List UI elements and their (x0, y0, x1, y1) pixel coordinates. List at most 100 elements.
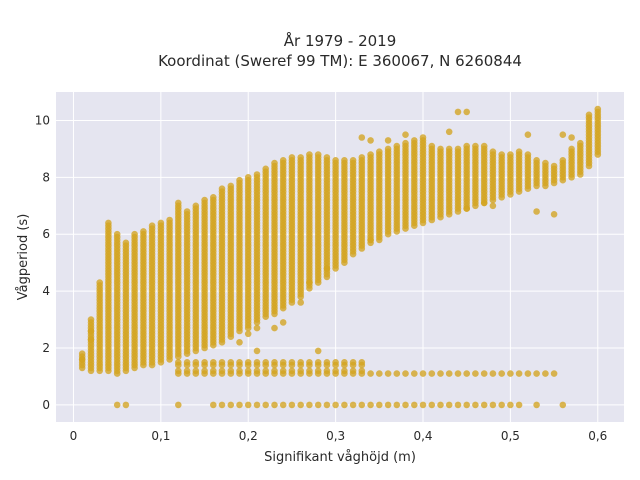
data-point (332, 401, 339, 409)
data-point (332, 361, 339, 369)
data-point (271, 367, 278, 375)
x-tick-label: 0 (70, 429, 78, 443)
data-point (472, 370, 479, 377)
data-point (384, 401, 392, 409)
y-axis-ticks: 0 2 4 6 8 10 (35, 113, 50, 411)
data-point (515, 401, 523, 409)
x-axis-label: Signifikant våghöjd (m) (264, 450, 416, 465)
data-point (533, 401, 540, 409)
data-point (122, 401, 130, 409)
data-point (480, 142, 488, 150)
data-point (87, 336, 95, 343)
data-point (78, 350, 86, 358)
data-point (559, 131, 567, 138)
data-point (175, 361, 182, 369)
data-point (131, 230, 138, 238)
data-point (210, 367, 217, 375)
data-point (271, 159, 278, 167)
data-point (358, 401, 366, 409)
data-point (402, 139, 409, 147)
data-point (279, 367, 287, 375)
data-point (253, 361, 261, 369)
data-point (489, 202, 497, 210)
data-point (577, 139, 584, 147)
data-point (428, 401, 436, 409)
x-tick-label: 0,5 (501, 429, 520, 443)
data-point (341, 361, 348, 369)
data-point (227, 367, 235, 375)
data-point (175, 367, 182, 375)
data-point (288, 367, 296, 375)
data-point (306, 279, 313, 286)
data-point (288, 401, 296, 409)
data-point (323, 361, 331, 369)
data-point (96, 279, 103, 286)
data-point (463, 401, 471, 409)
data-point (201, 361, 208, 369)
data-point (262, 165, 270, 173)
data-point (542, 370, 549, 377)
y-tick-label: 10 (35, 113, 50, 127)
data-point (515, 148, 523, 155)
data-point (524, 370, 532, 377)
data-point (489, 370, 497, 377)
data-point (533, 157, 540, 164)
data-point (262, 367, 270, 375)
data-point (411, 370, 418, 377)
data-point (507, 401, 514, 409)
data-point (297, 401, 305, 409)
data-point (358, 154, 366, 161)
data-point (175, 401, 182, 409)
data-point (244, 174, 252, 181)
data-point (454, 401, 462, 409)
data-point (384, 370, 392, 377)
data-point (271, 401, 278, 409)
y-tick-label: 6 (42, 227, 50, 241)
data-point (402, 370, 409, 377)
data-point (183, 361, 191, 369)
data-point (236, 401, 243, 409)
data-point (236, 176, 243, 184)
data-point (515, 370, 523, 377)
data-point (218, 367, 226, 375)
data-point (463, 205, 471, 212)
data-point (568, 145, 575, 153)
data-point (279, 157, 287, 164)
data-point (262, 361, 270, 369)
data-point (349, 157, 357, 164)
data-point (542, 159, 549, 167)
data-point (358, 367, 366, 375)
data-point (227, 401, 235, 409)
x-tick-label: 0,3 (326, 429, 345, 443)
y-tick-label: 0 (42, 398, 50, 412)
data-point (236, 339, 243, 346)
data-point (411, 401, 418, 409)
data-point (402, 401, 409, 409)
data-point (559, 401, 567, 409)
data-point (533, 208, 540, 215)
data-point (87, 327, 95, 335)
data-point (358, 134, 366, 141)
data-point (463, 108, 471, 116)
data-point (454, 108, 462, 116)
data-point (113, 230, 121, 238)
data-point (585, 111, 593, 119)
data-point (332, 367, 339, 375)
data-point (524, 151, 532, 158)
data-point (445, 128, 453, 136)
data-point (411, 137, 418, 144)
data-point (306, 151, 313, 158)
data-point (218, 361, 226, 369)
data-point (314, 361, 322, 369)
data-point (428, 142, 436, 150)
data-point (437, 401, 444, 409)
data-point (594, 105, 602, 113)
data-point (323, 265, 331, 272)
y-tick-label: 8 (42, 170, 50, 184)
data-point (183, 208, 191, 215)
data-point (253, 401, 261, 409)
data-point (533, 370, 540, 377)
data-point (393, 401, 401, 409)
data-point (201, 367, 208, 375)
data-point (376, 401, 383, 409)
